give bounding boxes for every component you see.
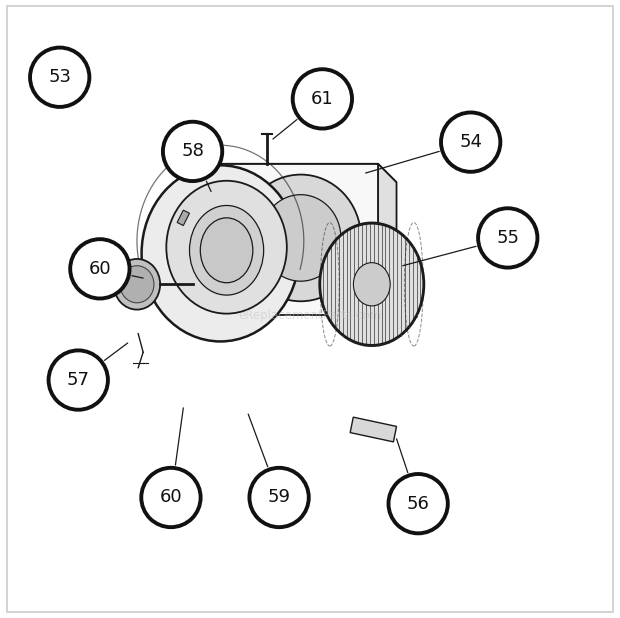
Text: 60: 60 [89, 260, 111, 278]
Text: 60: 60 [159, 488, 182, 507]
Circle shape [249, 468, 309, 527]
Circle shape [389, 474, 448, 533]
Polygon shape [177, 210, 190, 226]
Circle shape [48, 350, 108, 410]
Circle shape [141, 468, 201, 527]
Polygon shape [220, 164, 378, 315]
Text: 57: 57 [67, 371, 90, 389]
FancyBboxPatch shape [7, 6, 613, 612]
Polygon shape [350, 417, 397, 442]
Ellipse shape [120, 266, 154, 303]
Text: 54: 54 [459, 133, 482, 151]
Circle shape [293, 69, 352, 129]
Circle shape [30, 48, 89, 107]
Ellipse shape [200, 218, 253, 283]
Polygon shape [378, 164, 397, 334]
Text: eReplacementParts.com: eReplacementParts.com [238, 308, 382, 322]
Ellipse shape [166, 181, 287, 314]
Circle shape [70, 239, 130, 298]
Ellipse shape [141, 166, 299, 341]
Text: 56: 56 [407, 494, 430, 513]
Ellipse shape [114, 259, 160, 310]
Ellipse shape [319, 222, 424, 346]
Ellipse shape [353, 263, 390, 306]
Polygon shape [220, 164, 397, 182]
Text: 59: 59 [268, 488, 291, 507]
Text: 61: 61 [311, 90, 334, 108]
Circle shape [117, 264, 126, 274]
Ellipse shape [190, 206, 264, 295]
Text: 53: 53 [48, 68, 71, 87]
Text: 55: 55 [496, 229, 520, 247]
Ellipse shape [260, 195, 341, 281]
Circle shape [441, 112, 500, 172]
Circle shape [163, 122, 222, 181]
Circle shape [478, 208, 538, 268]
Text: 58: 58 [181, 142, 204, 161]
Ellipse shape [241, 175, 361, 302]
